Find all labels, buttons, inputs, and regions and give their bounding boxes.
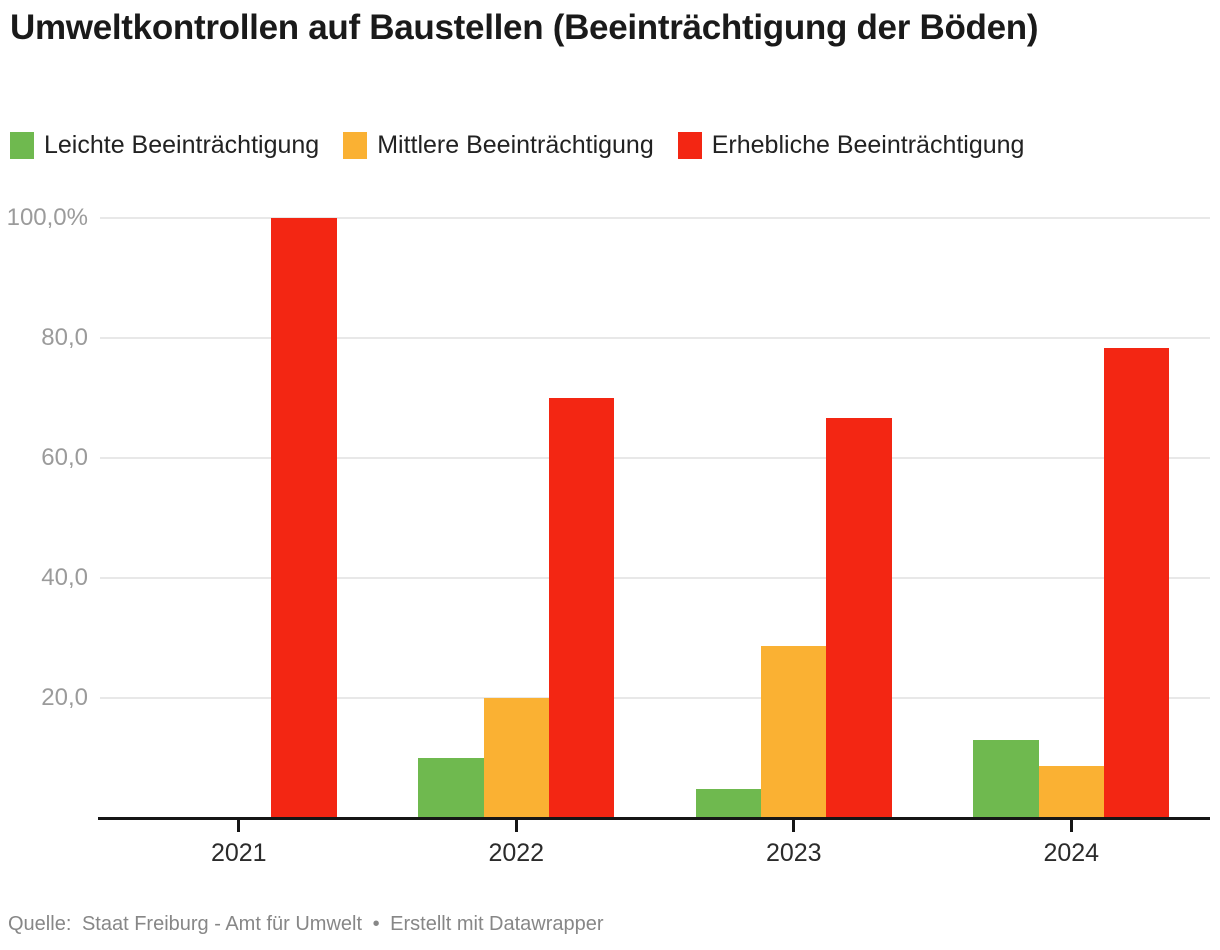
bar-2023-erhebliche [826, 417, 892, 818]
gridline-60 [100, 457, 1210, 459]
y-axis-label-40: 40,0 [41, 564, 88, 591]
x-axis-label-2024: 2024 [1043, 839, 1100, 867]
source-label: Quelle: [8, 913, 72, 935]
x-axis-line [98, 817, 1210, 820]
bar-2023-leichte [695, 789, 762, 818]
footer-separator: • [372, 913, 380, 935]
legend-label: Leichte Beeinträchtigung [44, 131, 320, 159]
y-axis-label-100: 100,0% [6, 204, 88, 231]
legend-item-2: Mittlere Beeinträchtigung [343, 132, 654, 159]
bar-2021-erhebliche [271, 218, 337, 818]
legend-swatch-icon [343, 132, 368, 159]
legend-swatch-icon [10, 132, 34, 159]
gridline-40 [100, 577, 1210, 579]
x-axis-tick-2023 [792, 820, 796, 832]
bar-2022-mittlere [483, 698, 549, 818]
x-axis-label-2021: 2021 [210, 839, 267, 867]
chart-footer: Quelle: Staat Freiburg - Amt für Umwelt … [8, 913, 609, 936]
legend-item-3: Erhebliche Beeinträchtigung [677, 131, 1025, 159]
x-axis-tick-2021 [237, 820, 241, 832]
bar-2022-erhebliche [548, 398, 615, 818]
chart-title: Umweltkontrollen auf Baustellen (Beeintr… [10, 8, 1039, 47]
legend-label: Erhebliche Beeinträchtigung [711, 131, 1025, 159]
datawrapper-attribution-link[interactable]: Erstellt mit Datawrapper [390, 913, 604, 935]
x-axis-tick-2024 [1069, 820, 1073, 832]
gridline-100 [100, 217, 1210, 219]
legend-label: Mittlere Beeinträchtigung [377, 131, 654, 159]
legend-item-1: Leichte Beeinträchtigung [10, 132, 319, 159]
x-axis-label-2023: 2023 [765, 839, 822, 867]
plot-area [100, 217, 1210, 818]
y-axis-label-80: 80,0 [41, 324, 88, 351]
bar-2022-leichte [418, 758, 484, 818]
y-axis-label-20: 20,0 [41, 684, 88, 711]
y-axis-label-60: 60,0 [41, 444, 88, 471]
source-text: Staat Freiburg - Amt für Umwelt [81, 913, 363, 935]
legend: Leichte Beeinträchtigung Mittlere Beeintr… [10, 132, 1024, 159]
bar-2023-mittlere [761, 646, 827, 818]
gridline-20 [100, 697, 1210, 699]
gridline-80 [100, 337, 1210, 339]
bar-2024-leichte [973, 740, 1039, 818]
legend-swatch-icon [677, 132, 702, 159]
x-axis-tick-2022 [514, 820, 518, 832]
bar-2024-mittlere [1038, 765, 1104, 818]
x-axis-label-2022: 2022 [488, 839, 545, 867]
bar-2024-erhebliche [1103, 348, 1170, 818]
